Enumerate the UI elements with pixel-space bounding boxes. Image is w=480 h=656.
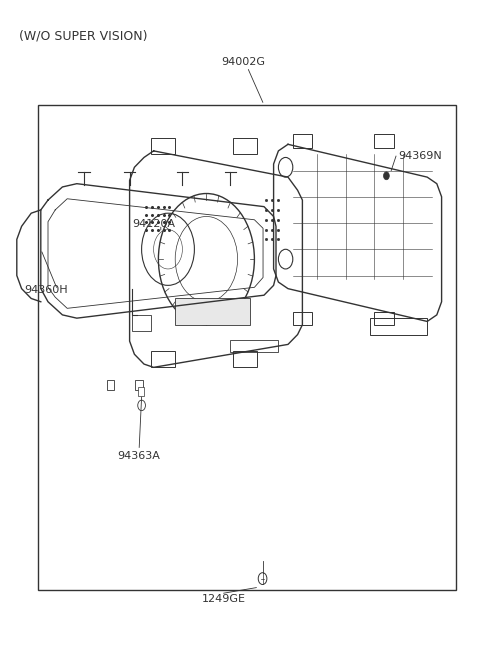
Circle shape (384, 172, 389, 180)
Bar (233, 351, 257, 367)
Bar (175, 298, 250, 325)
Text: 94360H: 94360H (24, 285, 68, 295)
Bar (230, 340, 278, 352)
Text: 94369N: 94369N (398, 151, 442, 161)
Bar (293, 134, 312, 148)
Bar (151, 351, 175, 367)
Text: (W/O SUPER VISION): (W/O SUPER VISION) (19, 30, 148, 43)
Bar (370, 318, 427, 335)
Bar (138, 387, 144, 396)
Text: 94002G: 94002G (221, 57, 265, 67)
Bar (233, 138, 257, 154)
Bar (132, 315, 151, 331)
Bar (293, 312, 312, 325)
Bar (374, 134, 394, 148)
Bar (135, 380, 143, 390)
Text: 1249GE: 1249GE (202, 594, 246, 604)
Bar (151, 138, 175, 154)
Text: 94120A: 94120A (132, 219, 175, 230)
Bar (374, 312, 394, 325)
Text: 94363A: 94363A (118, 451, 160, 461)
Bar (38, 105, 456, 590)
Bar (107, 380, 114, 390)
